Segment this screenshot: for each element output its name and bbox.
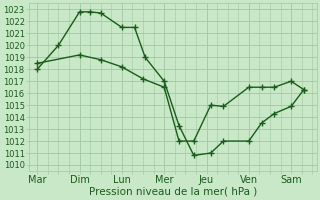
X-axis label: Pression niveau de la mer( hPa ): Pression niveau de la mer( hPa ) xyxy=(89,187,257,197)
